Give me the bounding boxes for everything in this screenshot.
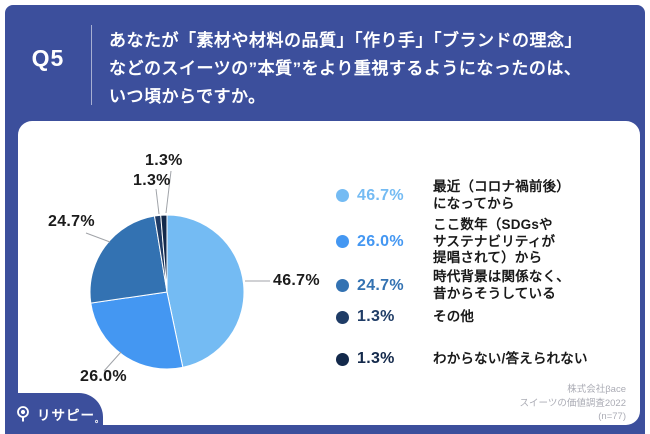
- magnifier-pin-icon: [15, 405, 32, 423]
- leader-lines: [85, 170, 270, 372]
- legend-dot: [336, 279, 349, 292]
- logo-period: 。: [95, 415, 103, 424]
- legend-item-other: 1.3% その他: [336, 308, 474, 326]
- chart-panel: 46.7% 26.0% 24.7% 1.3% 1.3% 46.7% 最近（コロナ…: [18, 121, 640, 425]
- legend-dot: [336, 352, 349, 366]
- pie-slice: [166, 214, 245, 368]
- pie-label-1-3-b: 1.3%: [145, 152, 183, 169]
- pie-slice: [90, 291, 184, 370]
- legend-label: 時代背景は関係なく、 昔からそうしている: [433, 269, 570, 301]
- header-divider: [91, 25, 92, 105]
- legend-label: 最近（コロナ禍前後） になってから: [433, 179, 570, 211]
- credit-company: 株式会社βace: [567, 384, 626, 395]
- legend-percent: 46.7%: [357, 186, 404, 204]
- question-text: あなたが「素材や材料の品質」「作り手」「ブランドの理念」 などのスイーツの”本質…: [109, 31, 582, 106]
- legend-percent: 24.7%: [357, 276, 404, 294]
- legend-item-always: 24.7% 時代背景は関係なく、 昔からそうしている: [336, 269, 570, 302]
- legend-item-sdgs: 26.0% ここ数年（SDGsや サステナビリティが 提唱されて）から: [336, 217, 555, 267]
- risapi-logo: リサピー 。: [5, 393, 103, 434]
- legend-label: その他: [433, 308, 475, 324]
- legend-item-recent: 46.7% 最近（コロナ禍前後） になってから: [336, 179, 570, 212]
- question-header: Q5 あなたが「素材や材料の品質」「作り手」「ブランドの理念」 などのスイーツの…: [5, 5, 645, 121]
- pie-label-46-7: 46.7%: [273, 272, 320, 289]
- logo-wordmark: リサピー: [37, 407, 95, 423]
- legend-percent: 1.3%: [357, 350, 395, 367]
- credit-sample-size: (n=77): [598, 411, 626, 422]
- pie-slice: [160, 214, 168, 293]
- pie-chart: [85, 170, 270, 372]
- pie-chart-area: 46.7% 26.0% 24.7% 1.3% 1.3%: [18, 121, 363, 425]
- legend-label: わからない/答えられない: [433, 350, 588, 366]
- legend-dot: [336, 310, 349, 324]
- blue-frame: Q5 あなたが「素材や材料の品質」「作り手」「ブランドの理念」 などのスイーツの…: [5, 5, 645, 434]
- legend-dot: [336, 189, 349, 202]
- pie-slice: [89, 215, 168, 304]
- legend-percent: 26.0%: [357, 232, 404, 250]
- legend-item-unknown: 1.3% わからない/答えられない: [336, 350, 588, 368]
- credit-survey: スイーツの価値調査2022: [519, 397, 626, 409]
- pie-label-24-7: 24.7%: [48, 213, 95, 230]
- question-number: Q5: [31, 45, 65, 71]
- legend-percent: 1.3%: [357, 308, 395, 325]
- legend-label: ここ数年（SDGsや サステナビリティが 提唱されて）から: [433, 217, 556, 265]
- pie-label-26-0: 26.0%: [80, 368, 127, 385]
- survey-credit: 株式会社βace スイーツの価値調査2022 (n=77): [520, 383, 626, 424]
- pie-label-1-3-a: 1.3%: [133, 172, 171, 189]
- legend-dot: [336, 235, 349, 249]
